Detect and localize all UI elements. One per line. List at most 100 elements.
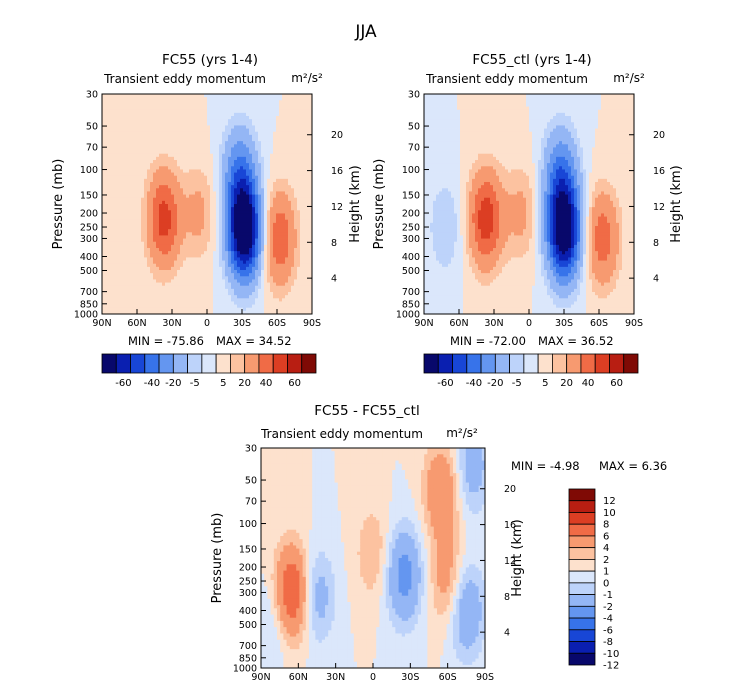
heatmap-cell <box>153 97 157 101</box>
heatmap-cell <box>141 156 145 161</box>
heatmap-cell <box>183 207 187 211</box>
heatmap-cell <box>288 188 292 192</box>
heatmap-cell <box>294 144 298 148</box>
heatmap-cell <box>282 94 286 98</box>
y2-tick-label: 4 <box>331 274 337 285</box>
heatmap-cell <box>159 169 163 173</box>
heatmap-cell <box>162 97 166 101</box>
heatmap-cell <box>135 103 139 107</box>
heatmap-cell <box>183 191 187 195</box>
heatmap-cell <box>144 213 148 217</box>
heatmap-cell <box>249 160 253 164</box>
heatmap-cell <box>270 219 274 224</box>
heatmap-cell <box>279 304 283 309</box>
heatmap-cell <box>162 188 166 192</box>
heatmap-cell <box>168 128 172 133</box>
heatmap-cell <box>126 163 130 167</box>
heatmap-cell <box>117 257 121 261</box>
heatmap-cell <box>285 276 289 280</box>
heatmap-cell <box>117 222 121 227</box>
heatmap-cell <box>153 254 157 258</box>
heatmap-cell <box>102 232 106 236</box>
heatmap-cell <box>153 307 157 312</box>
heatmap-cell <box>237 251 241 255</box>
heatmap-cell <box>204 276 208 280</box>
heatmap-cell <box>189 222 193 227</box>
heatmap-cell <box>189 166 193 170</box>
heatmap-cell <box>201 232 205 236</box>
heatmap-cell <box>198 282 202 287</box>
heatmap-cell <box>159 232 163 236</box>
heatmap-cell <box>141 172 145 177</box>
heatmap-cell <box>300 134 304 139</box>
heatmap-cell <box>210 285 214 290</box>
heatmap-cell <box>222 241 226 246</box>
heatmap-cell <box>243 200 247 205</box>
heatmap-cell <box>129 191 133 195</box>
heatmap-cell <box>216 298 220 302</box>
heatmap-cell <box>237 298 241 302</box>
heatmap-cell <box>156 128 160 133</box>
heatmap-cell <box>300 163 304 167</box>
heatmap-cell <box>258 194 262 199</box>
heatmap-cell <box>168 273 172 277</box>
heatmap-cell <box>153 197 157 202</box>
heatmap-cell <box>282 112 286 117</box>
heatmap-cell <box>231 125 235 129</box>
heatmap-cell <box>279 141 283 145</box>
heatmap-cell <box>219 310 223 315</box>
heatmap-cell <box>231 197 235 202</box>
heatmap-cell <box>129 232 133 236</box>
heatmap-cell <box>189 238 193 243</box>
heatmap-cell <box>141 175 145 180</box>
heatmap-cell <box>288 260 292 265</box>
heatmap-cell <box>294 197 298 202</box>
heatmap-cell <box>276 163 280 167</box>
heatmap-cell <box>201 251 205 255</box>
heatmap-cell <box>186 251 190 255</box>
heatmap-cell <box>258 204 262 208</box>
heatmap-cell <box>207 285 211 290</box>
heatmap-cell <box>285 229 289 233</box>
heatmap-cell <box>105 295 109 299</box>
heatmap-cell <box>252 254 256 258</box>
heatmap-cell <box>150 200 154 205</box>
heatmap-cell <box>189 100 193 104</box>
heatmap-cell <box>204 216 208 221</box>
heatmap-cell <box>102 197 106 202</box>
heatmap-cell <box>279 125 283 129</box>
heatmap-cell <box>240 257 244 261</box>
heatmap-cell <box>249 169 253 173</box>
heatmap-cell <box>216 106 220 111</box>
heatmap-cell <box>291 188 295 192</box>
heatmap-cell <box>138 273 142 277</box>
heatmap-cell <box>195 128 199 133</box>
heatmap-cell <box>198 238 202 243</box>
heatmap-cell <box>222 185 226 189</box>
heatmap-cell <box>303 188 307 192</box>
heatmap-cell <box>309 204 313 208</box>
heatmap-cell <box>219 138 223 142</box>
heatmap-cell <box>240 125 244 129</box>
heatmap-cell <box>135 248 139 252</box>
heatmap-cell <box>288 298 292 302</box>
heatmap-cell <box>228 194 232 199</box>
heatmap-cell <box>174 257 178 261</box>
heatmap-cell <box>144 310 148 315</box>
heatmap-cell <box>171 191 175 195</box>
heatmap-cell <box>237 131 241 136</box>
heatmap-cell <box>225 295 229 299</box>
heatmap-cell <box>285 200 289 205</box>
heatmap-cell <box>276 282 280 287</box>
heatmap-cell <box>216 172 220 177</box>
heatmap-cell <box>288 138 292 142</box>
heatmap-cell <box>255 169 259 173</box>
heatmap-cell <box>144 235 148 239</box>
heatmap-cell <box>243 257 247 261</box>
heatmap-cell <box>108 216 112 221</box>
heatmap-cell <box>135 210 139 214</box>
heatmap-cell <box>102 238 106 243</box>
heatmap-cell <box>270 292 274 296</box>
heatmap-cell <box>126 216 130 221</box>
heatmap-cell <box>132 131 136 136</box>
